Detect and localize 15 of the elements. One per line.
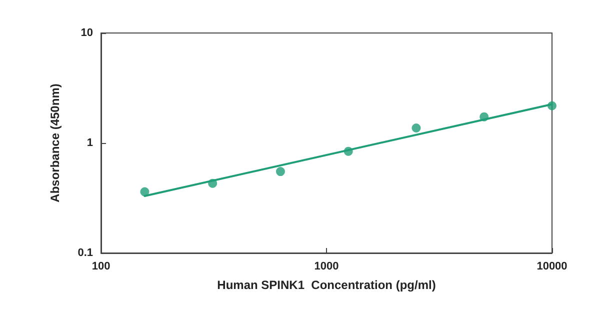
point — [480, 112, 489, 122]
y-tick-label: 1 — [86, 137, 93, 149]
y-axis-title: Absorbance (450nm) — [48, 84, 62, 202]
x-tick-label: 10000 — [536, 260, 568, 272]
point — [548, 101, 556, 110]
point — [344, 146, 353, 156]
point — [208, 178, 218, 188]
y-tick-label: 0.1 — [78, 247, 93, 259]
x-tick-label: 1000 — [314, 260, 339, 272]
x-axis-title: Human SPINK1 Concentration (pg/ml) — [217, 278, 436, 292]
point — [140, 187, 150, 196]
y-tick-label: 10 — [80, 27, 93, 39]
point — [276, 167, 285, 176]
point — [412, 123, 421, 132]
x-tick-label: 100 — [92, 260, 110, 272]
